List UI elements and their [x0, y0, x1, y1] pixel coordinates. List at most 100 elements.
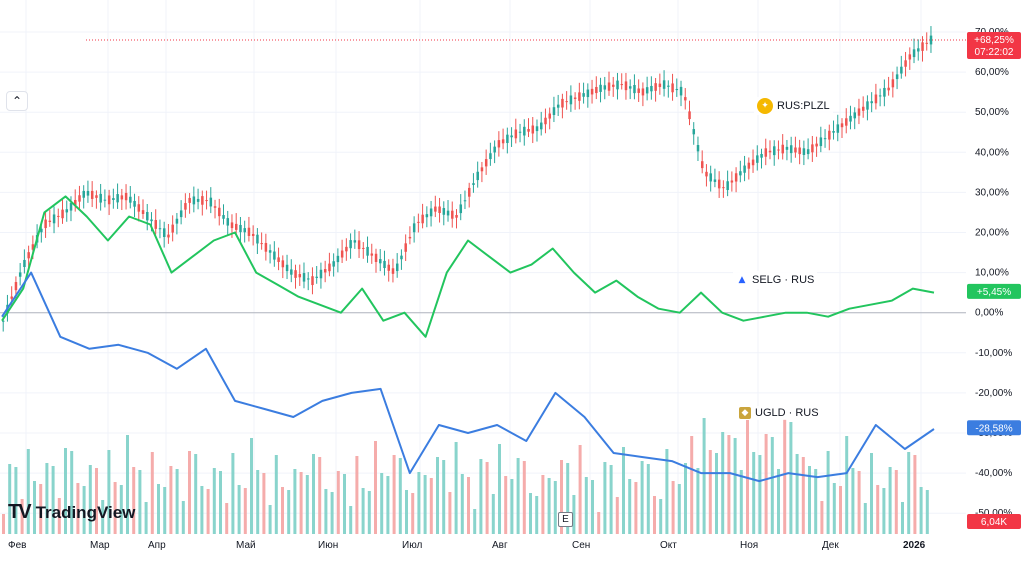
- plzl-candle: [82, 190, 85, 198]
- plzl-candle: [124, 192, 128, 201]
- plzl-candle: [429, 208, 433, 217]
- volume-bar: [423, 475, 427, 534]
- volume-bar: [628, 479, 632, 534]
- volume-bar: [181, 501, 185, 534]
- selg-series-label[interactable]: ▲ SELG · RUS: [733, 271, 818, 289]
- volume-bar: [789, 422, 793, 534]
- tv-logo-icon: TV: [8, 501, 32, 523]
- volume-bar: [45, 463, 49, 534]
- volume-bar: [243, 488, 247, 534]
- volume-bar: [107, 450, 111, 534]
- collapse-button[interactable]: ⌃: [6, 91, 28, 111]
- plzl-candle: [442, 208, 446, 215]
- plzl-candle: [773, 146, 776, 156]
- volume-bar: [671, 481, 675, 534]
- plzl-candle: [463, 200, 467, 202]
- plzl-candle: [607, 82, 611, 91]
- plzl-candle: [230, 222, 234, 229]
- y-axis-tick-label: 40,00%: [975, 147, 1009, 158]
- plzl-candle: [57, 215, 60, 217]
- plzl-candle: [298, 274, 302, 278]
- volume-bar: [299, 472, 303, 534]
- volume-bar: [777, 469, 780, 534]
- tradingview-logo[interactable]: TV TradingView: [8, 501, 135, 524]
- volume-bar: [163, 487, 167, 534]
- plzl-candle: [883, 87, 886, 97]
- plzl-candle: [311, 276, 314, 286]
- volume-bar: [82, 486, 86, 534]
- volume-bar: [113, 482, 117, 534]
- plzl-candle: [459, 204, 463, 214]
- volume-bar: [231, 453, 235, 534]
- volume-bar: [870, 453, 873, 534]
- plzl-candle: [730, 180, 734, 183]
- volume-bar: [677, 484, 681, 534]
- plzl-candle: [650, 85, 653, 92]
- plzl-candle: [561, 98, 564, 108]
- volume-bar: [250, 438, 253, 534]
- volume-bar: [442, 460, 446, 534]
- plzl-candle: [696, 145, 700, 152]
- plzl-candle: [527, 128, 530, 132]
- volume-bar: [126, 435, 129, 534]
- plzl-candle: [908, 54, 912, 60]
- plzl-candle: [836, 124, 840, 133]
- volume-bar: [535, 496, 539, 534]
- chevron-up-icon: ⌃: [11, 94, 23, 108]
- plzl-candle: [362, 247, 365, 249]
- volume-bar: [429, 478, 433, 534]
- plzl-candle: [548, 113, 551, 119]
- volume-bar: [138, 470, 142, 534]
- plzl-candle: [760, 153, 763, 158]
- selg-line[interactable]: [1, 195, 935, 338]
- plzl-candle: [628, 86, 632, 89]
- volume-bar: [504, 476, 508, 534]
- volume-bar: [206, 489, 210, 534]
- plzl-series-label[interactable]: ✦ RUS:PLZL: [754, 97, 833, 115]
- volume-bar: [739, 470, 743, 534]
- volume-bar: [851, 468, 855, 534]
- plzl-candle: [455, 214, 458, 218]
- plzl-candle: [387, 264, 391, 271]
- plzl-candle: [722, 187, 725, 189]
- volume-bar: [764, 434, 768, 534]
- volume-bar: [832, 483, 836, 534]
- volume-bar: [237, 485, 241, 534]
- volume-bar: [882, 488, 886, 534]
- volume-bar: [293, 469, 297, 534]
- plzl-candle: [146, 211, 149, 221]
- volume-bar: [801, 457, 805, 534]
- volume-bar: [51, 466, 55, 534]
- plzl-candle: [18, 272, 22, 277]
- volume-bar: [417, 472, 421, 534]
- plzl-candle: [637, 88, 640, 93]
- plzl-candle: [506, 134, 509, 144]
- event-marker-icon[interactable]: E: [558, 512, 573, 527]
- plzl-candle: [624, 81, 628, 91]
- plzl-candle: [285, 264, 289, 272]
- plzl-candle: [739, 171, 742, 176]
- plzl-candle: [74, 199, 77, 206]
- volume-bar: [144, 502, 148, 534]
- plzl-candle: [243, 228, 246, 233]
- volume-bar: [684, 463, 687, 534]
- ugld-line[interactable]: [1, 271, 935, 483]
- ugld-series-label[interactable]: ◆ UGLD · RUS: [736, 406, 822, 420]
- plzl-candle: [95, 195, 98, 198]
- plzl-candle: [268, 250, 272, 253]
- volume-bar: [622, 447, 625, 534]
- volume-bar: [119, 485, 123, 534]
- plzl-candle: [48, 220, 52, 223]
- volume-bar: [336, 471, 340, 534]
- volume-bar: [175, 469, 179, 534]
- plzl-candle: [404, 243, 407, 252]
- plzl-candle: [493, 146, 496, 153]
- plzl-candle: [751, 159, 755, 166]
- plzl-candle: [188, 197, 191, 203]
- plzl-candle: [849, 115, 852, 122]
- x-axis-label: Сен: [572, 540, 590, 551]
- plzl-candle: [395, 263, 399, 272]
- ugld-value-tag-bg: [967, 420, 1021, 436]
